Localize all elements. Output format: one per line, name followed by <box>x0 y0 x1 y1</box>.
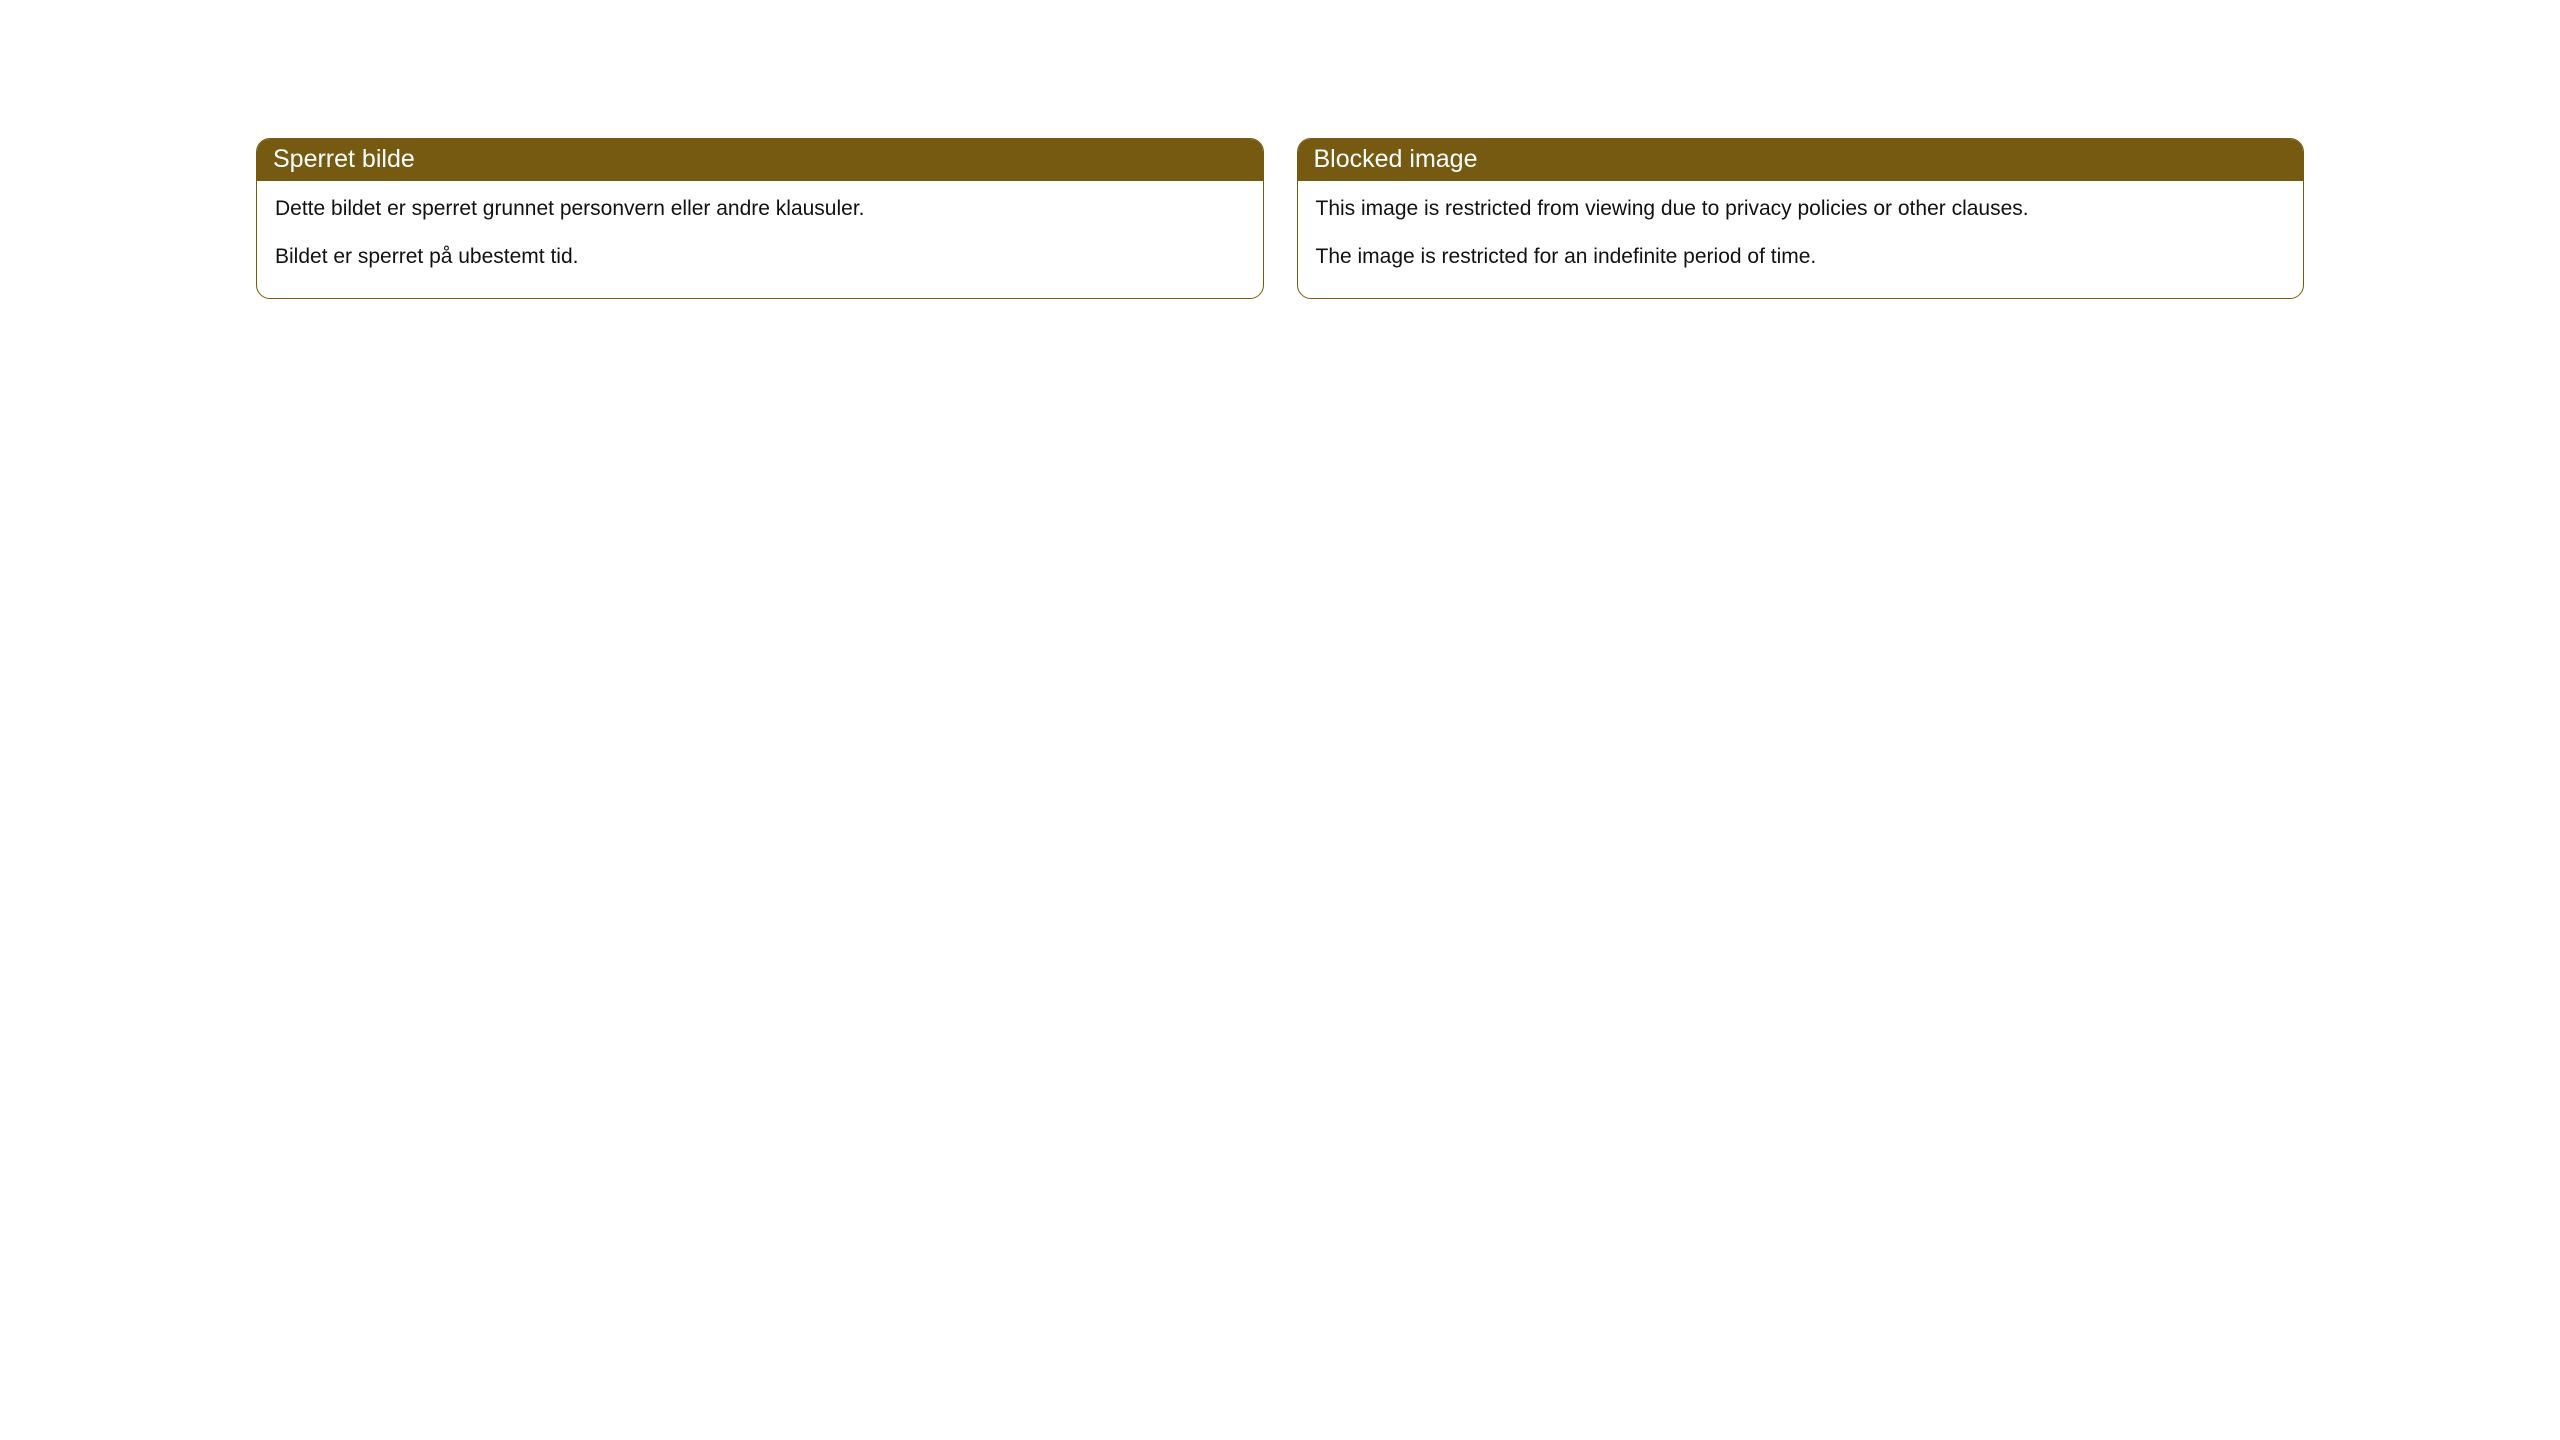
notice-paragraph: Dette bildet er sperret grunnet personve… <box>275 195 1245 223</box>
notice-header: Sperret bilde <box>257 139 1263 181</box>
notice-cards-container: Sperret bilde Dette bildet er sperret gr… <box>256 138 2304 299</box>
notice-card-english: Blocked image This image is restricted f… <box>1297 138 2305 299</box>
notice-body: This image is restricted from viewing du… <box>1298 181 2304 298</box>
notice-header: Blocked image <box>1298 139 2304 181</box>
notice-card-norwegian: Sperret bilde Dette bildet er sperret gr… <box>256 138 1264 299</box>
notice-paragraph: This image is restricted from viewing du… <box>1316 195 2286 223</box>
notice-paragraph: The image is restricted for an indefinit… <box>1316 243 2286 271</box>
notice-body: Dette bildet er sperret grunnet personve… <box>257 181 1263 298</box>
notice-paragraph: Bildet er sperret på ubestemt tid. <box>275 243 1245 271</box>
